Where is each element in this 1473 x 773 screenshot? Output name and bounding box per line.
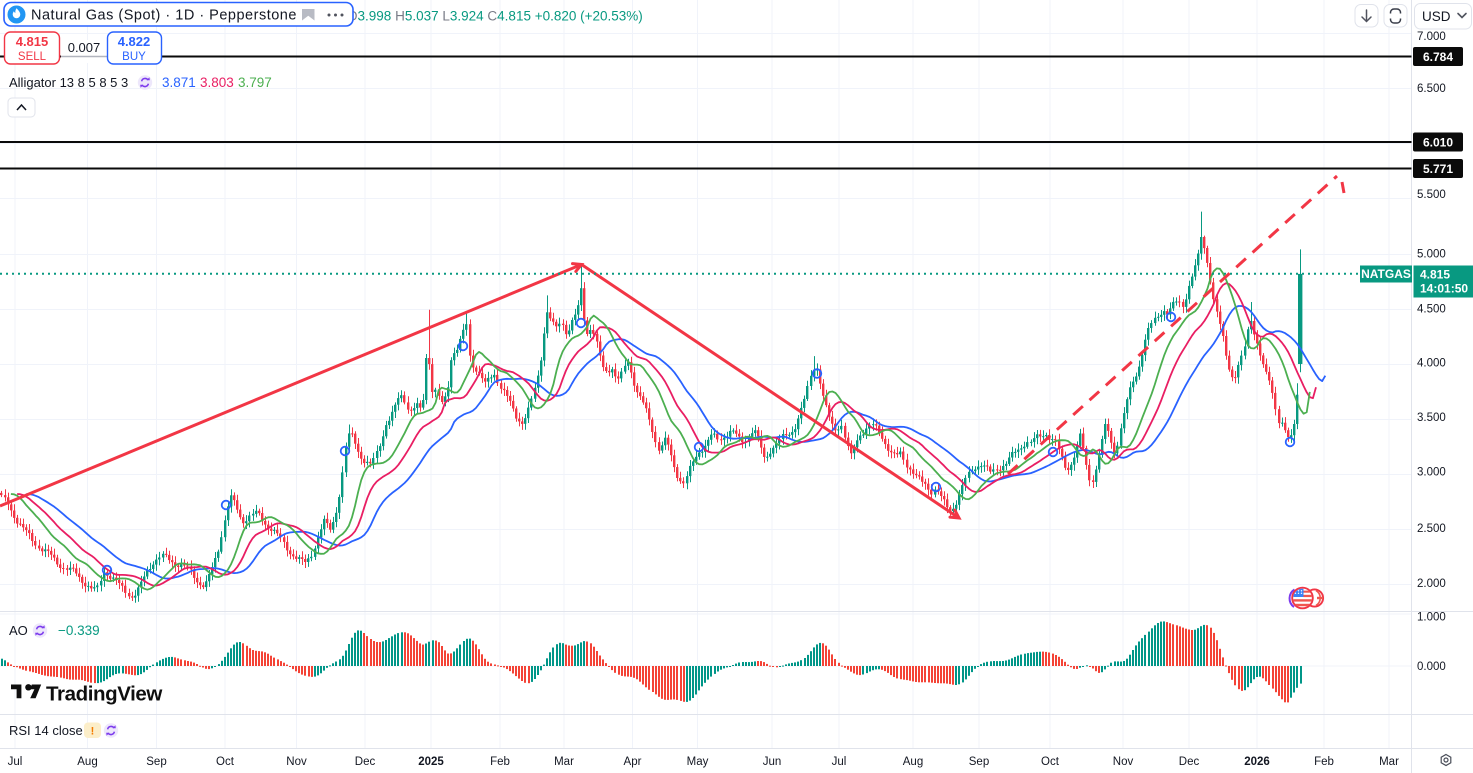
svg-text:Mar: Mar	[1379, 756, 1399, 768]
svg-text:Oct: Oct	[1041, 756, 1060, 768]
svg-text:0.000: 0.000	[1417, 661, 1446, 673]
svg-text:Jul: Jul	[832, 756, 847, 768]
svg-text:4.822: 4.822	[118, 34, 151, 49]
svg-text:NATGAS: NATGAS	[1361, 267, 1411, 281]
svg-text:4.000: 4.000	[1417, 358, 1446, 370]
svg-text:Apr: Apr	[624, 756, 642, 768]
svg-text:Nov: Nov	[1113, 756, 1134, 768]
svg-text:May: May	[687, 756, 709, 768]
svg-text:6.500: 6.500	[1417, 83, 1446, 95]
svg-text:6.010: 6.010	[1423, 136, 1453, 150]
svg-text:Natural Gas (Spot) · 1D · Pepp: Natural Gas (Spot) · 1D · Pepperstone	[31, 8, 297, 24]
svg-text:4.815: 4.815	[16, 34, 49, 49]
svg-text:5.000: 5.000	[1417, 249, 1446, 261]
svg-text:4.500: 4.500	[1417, 304, 1446, 316]
svg-text:Jun: Jun	[763, 756, 782, 768]
svg-text:−0.339: −0.339	[58, 623, 100, 638]
svg-text:3.803: 3.803	[200, 75, 234, 90]
svg-text:BUY: BUY	[122, 51, 146, 63]
svg-text:5.500: 5.500	[1417, 189, 1446, 201]
svg-text:Sep: Sep	[969, 756, 989, 768]
svg-text:Mar: Mar	[554, 756, 574, 768]
svg-text:Nov: Nov	[286, 756, 307, 768]
svg-text:RSI 14 close: RSI 14 close	[9, 723, 83, 738]
svg-text:Feb: Feb	[1314, 756, 1334, 768]
svg-text:USD: USD	[1422, 9, 1451, 24]
svg-text:Aug: Aug	[903, 756, 923, 768]
svg-text:2.000: 2.000	[1417, 578, 1446, 590]
svg-text:3.000: 3.000	[1417, 467, 1446, 479]
svg-text:6.784: 6.784	[1423, 50, 1453, 64]
svg-text:Aug: Aug	[77, 756, 97, 768]
svg-text:14:01:50: 14:01:50	[1420, 282, 1468, 296]
svg-text:TradingView: TradingView	[46, 683, 162, 706]
svg-text:Feb: Feb	[490, 756, 510, 768]
svg-text:0.007: 0.007	[68, 40, 101, 55]
svg-text:2025: 2025	[418, 756, 444, 768]
svg-text:Alligator 13 8 5 8 5 3: Alligator 13 8 5 8 5 3	[9, 75, 128, 90]
svg-text:1.000: 1.000	[1417, 612, 1446, 624]
svg-text:Dec: Dec	[1179, 756, 1200, 768]
svg-text:!: !	[91, 726, 95, 738]
svg-text:AO: AO	[9, 623, 28, 638]
svg-text:SELL: SELL	[18, 51, 47, 63]
svg-text:3.871: 3.871	[162, 75, 196, 90]
svg-text:Dec: Dec	[355, 756, 376, 768]
svg-text:Jul: Jul	[8, 756, 23, 768]
svg-text:7.000: 7.000	[1417, 31, 1446, 43]
svg-text:2026: 2026	[1244, 756, 1270, 768]
svg-text:Oct: Oct	[216, 756, 235, 768]
svg-text:2.500: 2.500	[1417, 523, 1446, 535]
svg-text:4.815: 4.815	[1420, 268, 1450, 282]
svg-text:3.500: 3.500	[1417, 412, 1446, 424]
svg-text:3.797: 3.797	[238, 75, 272, 90]
svg-text:5.771: 5.771	[1423, 162, 1453, 176]
svg-text:O3.998 H5.037 L3.924 C4.815 +0: O3.998 H5.037 L3.924 C4.815 +0.820 (+20.…	[347, 9, 643, 24]
svg-text:Sep: Sep	[146, 756, 166, 768]
